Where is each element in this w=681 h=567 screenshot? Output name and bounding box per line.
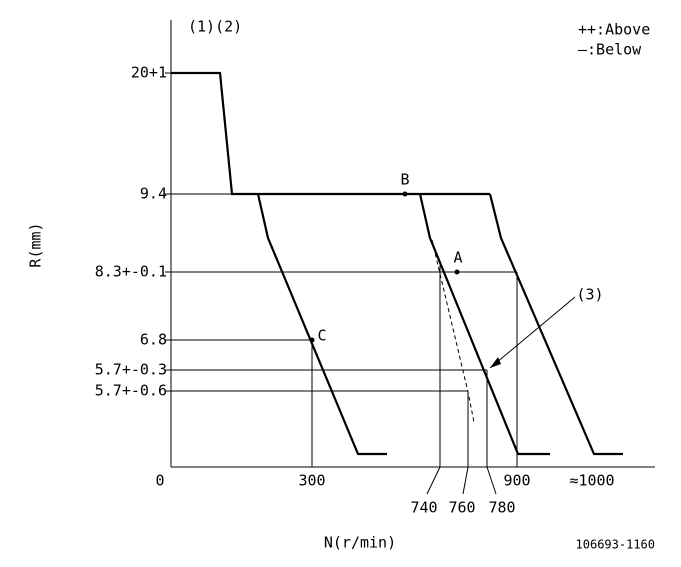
- x-label: 900: [503, 472, 530, 490]
- point-c: [309, 337, 315, 343]
- leader-label: 740: [410, 499, 437, 517]
- leader-label: 760: [448, 499, 475, 517]
- leader-label: 780: [488, 499, 515, 517]
- curve-dashed: [431, 239, 475, 423]
- point-b: [402, 191, 408, 197]
- curve-2: [418, 193, 550, 456]
- callout-label: (3): [576, 286, 603, 304]
- y-label: 9.4: [140, 185, 167, 203]
- point-label: B: [400, 171, 409, 189]
- legend-below: —:Below: [578, 41, 642, 59]
- y-label: 0: [155, 472, 164, 490]
- point-label: A: [453, 249, 462, 267]
- arrow-head: [490, 357, 501, 368]
- y-axis-title: R(mm): [27, 222, 45, 267]
- curve-top: [171, 71, 490, 196]
- y-label: 5.7+-0.6: [95, 382, 167, 400]
- curve-1: [256, 193, 387, 456]
- y-label: 8.3+-0.1: [95, 263, 167, 281]
- y-label: 20+1: [131, 64, 167, 82]
- y-label: 6.8: [140, 331, 167, 349]
- point-label: C: [317, 327, 326, 345]
- legend-above: ++:Above: [578, 21, 650, 39]
- x-label: 300: [298, 472, 325, 490]
- top-left-label: (1)(2): [188, 18, 242, 36]
- guide-lines: [165, 72, 576, 495]
- x-label: ≈1000: [569, 472, 614, 490]
- drawing-code: 106693-1160: [576, 538, 655, 552]
- point-a: [454, 269, 460, 275]
- x-axis-title: N(r/min): [324, 534, 396, 552]
- curve-3: [488, 193, 623, 456]
- y-label: 5.7+-0.3: [95, 361, 167, 379]
